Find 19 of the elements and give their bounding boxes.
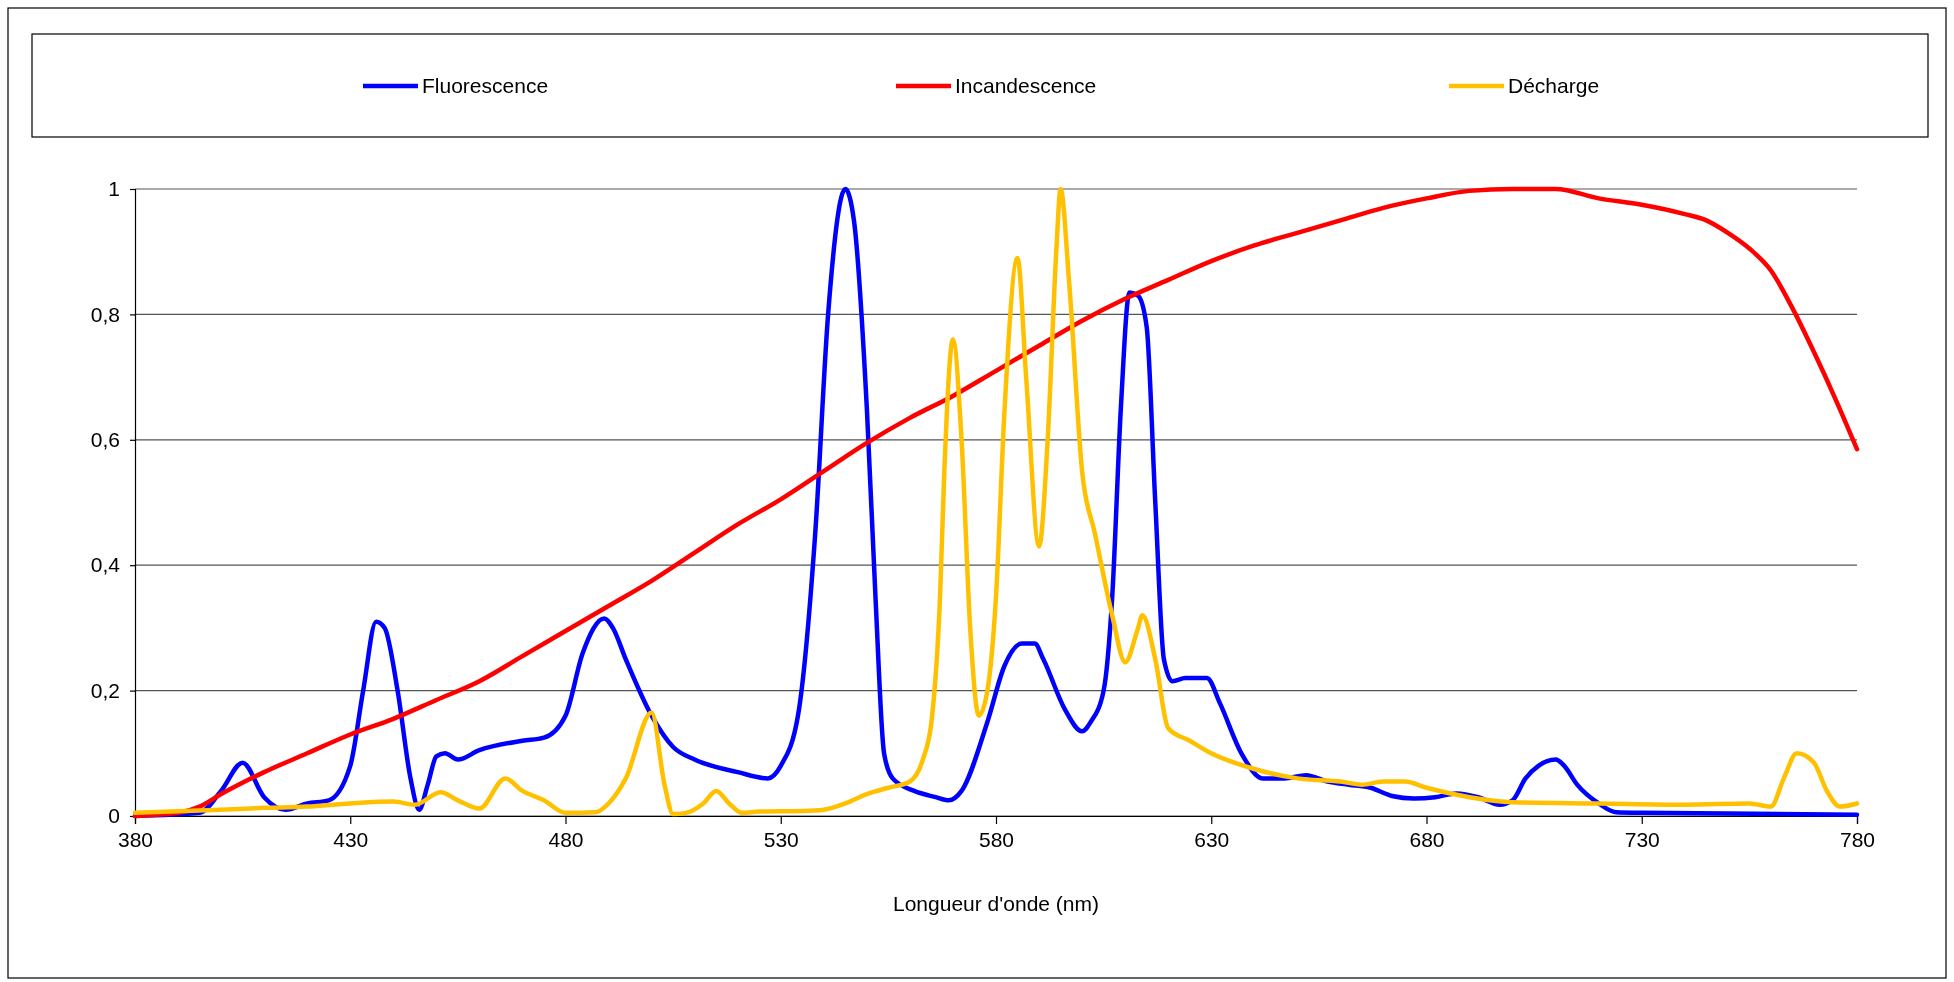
x-tick-label: 430	[333, 827, 369, 851]
y-tick-label: 0	[108, 804, 120, 828]
x-tick-label: 680	[1409, 827, 1445, 851]
x-tick-label: 380	[117, 827, 154, 851]
x-tick-label: 730	[1624, 827, 1660, 851]
x-tick-label: 530	[763, 827, 799, 851]
y-tick-label: 0,8	[90, 302, 120, 326]
legend-label: Incandescence	[955, 74, 1097, 97]
y-tick-label: 0,6	[90, 428, 120, 452]
x-tick-label: 780	[1839, 827, 1876, 851]
y-tick-label: 0,4	[90, 553, 121, 577]
x-axis-title: Longueur d'onde (nm)	[893, 892, 1099, 915]
legend-label: Décharge	[1508, 74, 1600, 97]
x-tick-label: 480	[548, 827, 584, 851]
x-tick-label: 580	[978, 827, 1015, 851]
y-tick-label: 0,2	[90, 678, 120, 702]
x-tick-label: 630	[1194, 827, 1230, 851]
legend-label: Fluorescence	[422, 74, 549, 97]
y-tick-label: 1	[108, 177, 120, 201]
